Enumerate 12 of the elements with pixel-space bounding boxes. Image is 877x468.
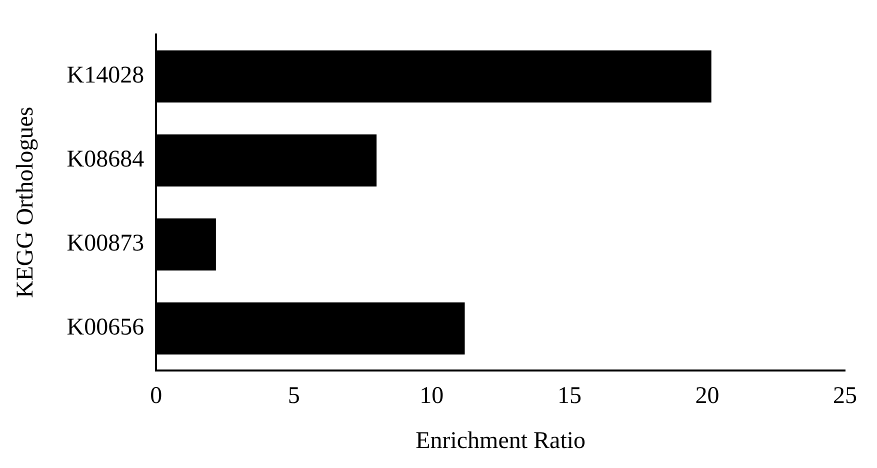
x-tick-label: 0 (150, 383, 162, 410)
x-tick-label: 20 (695, 383, 720, 410)
x-tick-label: 15 (557, 383, 582, 410)
y-tick-label: K08684 (66, 146, 144, 173)
x-tick-label: 10 (420, 383, 444, 410)
y-axis-title: KEGG Orthologues (12, 106, 39, 298)
y-tick-label: K00873 (66, 230, 144, 257)
y-tick-label: K14028 (66, 62, 144, 89)
x-tick-label: 25 (833, 383, 857, 410)
x-axis-title: Enrichment Ratio (416, 428, 586, 454)
y-tick-label: K00656 (66, 314, 144, 341)
x-tick-label: 5 (288, 383, 300, 410)
